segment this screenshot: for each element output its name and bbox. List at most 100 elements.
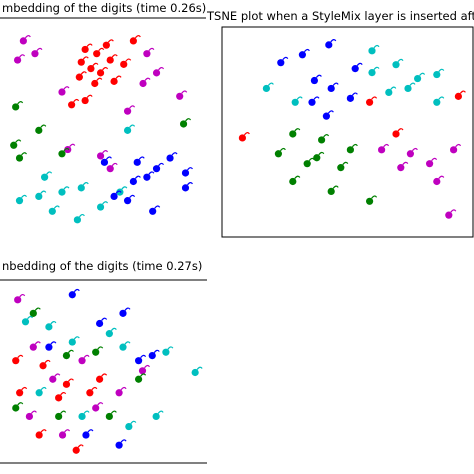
marker-tail xyxy=(97,402,104,406)
marker-tail xyxy=(73,288,80,293)
digit-marker xyxy=(100,156,112,166)
marker-tail xyxy=(134,175,141,179)
marker-tail xyxy=(351,143,358,148)
scatter-point xyxy=(176,92,184,100)
marker-tail xyxy=(69,143,76,147)
scatter-point xyxy=(298,51,306,59)
marker-tail xyxy=(351,92,358,96)
digit-marker xyxy=(327,82,339,93)
scatter-point xyxy=(143,173,151,181)
digit-marker xyxy=(35,429,47,439)
digit-marker xyxy=(64,143,76,154)
digit-marker xyxy=(346,92,358,102)
panel: TSNE plot when a StyleMix layer is inser… xyxy=(206,9,474,238)
digit-marker xyxy=(19,35,31,45)
digit-marker xyxy=(318,134,330,144)
scatter-point xyxy=(179,120,188,128)
marker-tail xyxy=(63,147,70,152)
marker-tail xyxy=(50,341,57,345)
digit-marker xyxy=(327,185,339,195)
digit-marker xyxy=(289,128,301,138)
scatter-point xyxy=(378,146,386,154)
marker-tail xyxy=(40,429,47,433)
scatter-point xyxy=(75,73,83,81)
digit-marker xyxy=(143,47,155,58)
digit-marker xyxy=(310,74,322,85)
scatter-point xyxy=(31,50,39,58)
digit-marker xyxy=(86,386,98,397)
digit-marker xyxy=(115,386,127,397)
scatter-point xyxy=(100,158,109,166)
digit-marker xyxy=(123,105,136,115)
marker-tail xyxy=(356,62,363,67)
scatter-point xyxy=(129,177,137,186)
marker-tail xyxy=(332,82,339,86)
digit-marker xyxy=(14,293,26,304)
scatter-point xyxy=(129,37,137,45)
digit-marker xyxy=(325,39,337,49)
scatter-point xyxy=(15,197,24,205)
digit-marker xyxy=(378,143,390,154)
marker-tail xyxy=(303,48,310,53)
marker-tail xyxy=(17,101,24,105)
digit-marker xyxy=(152,410,164,421)
digit-marker xyxy=(366,195,378,205)
marker-tail xyxy=(153,349,160,353)
digit-marker xyxy=(322,110,334,120)
digit-marker xyxy=(35,190,47,200)
marker-tail xyxy=(124,307,131,311)
marker-tail xyxy=(34,341,41,345)
marker-tail xyxy=(63,86,70,90)
digit-marker xyxy=(116,186,128,196)
marker-tail xyxy=(78,213,85,218)
marker-tail xyxy=(21,194,28,199)
marker-tail xyxy=(19,54,26,58)
marker-tail xyxy=(64,429,71,433)
scatter-point xyxy=(308,98,316,106)
scatter-point xyxy=(110,192,118,200)
digit-marker xyxy=(105,410,117,421)
scatter-point xyxy=(433,70,441,79)
scatter-point xyxy=(135,357,143,365)
marker-tail xyxy=(124,341,131,345)
digit-marker xyxy=(433,175,445,186)
digit-marker xyxy=(96,373,108,383)
digit-marker xyxy=(125,420,137,431)
digit-marker xyxy=(78,354,90,365)
scatter-point xyxy=(119,343,127,351)
marker-tail xyxy=(120,386,127,391)
scatter-point xyxy=(96,69,105,77)
scatter-point xyxy=(262,84,270,93)
marker-tail xyxy=(140,354,147,359)
digit-marker xyxy=(106,162,118,173)
scatter-point xyxy=(82,431,90,439)
digit-marker xyxy=(148,349,160,360)
marker-tail xyxy=(409,82,416,86)
scatter-point xyxy=(96,203,105,211)
digit-marker xyxy=(62,349,74,360)
scatter-point xyxy=(303,160,311,168)
scatter-point xyxy=(58,188,66,196)
digit-marker xyxy=(433,96,445,106)
scatter-point xyxy=(35,389,43,397)
scatter-point xyxy=(181,184,190,192)
marker-tail xyxy=(154,205,161,209)
scatter-point xyxy=(135,375,143,383)
scatter-point xyxy=(291,98,299,106)
scatter-point xyxy=(68,338,76,346)
marker-tail xyxy=(111,54,118,58)
marker-tail xyxy=(80,71,87,75)
marker-tail xyxy=(187,167,193,171)
digit-marker xyxy=(426,157,438,168)
marker-tail xyxy=(243,132,250,136)
digit-marker xyxy=(406,147,418,158)
digit-marker xyxy=(313,151,325,162)
digit-marker xyxy=(58,429,71,439)
marker-tail xyxy=(181,90,188,94)
digit-marker xyxy=(49,373,61,383)
scatter-point xyxy=(115,389,123,397)
marker-tail xyxy=(63,186,70,190)
marker-tail xyxy=(438,96,445,100)
scatter-point xyxy=(368,69,376,77)
digit-marker xyxy=(12,354,24,365)
